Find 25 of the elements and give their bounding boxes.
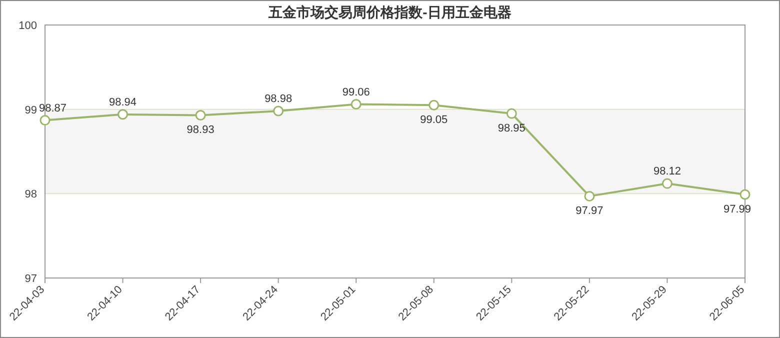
data-label: 98.93 [186, 124, 214, 136]
data-label: 98.94 [109, 96, 137, 108]
point [584, 190, 595, 202]
point [662, 178, 672, 189]
point [195, 110, 206, 120]
data-label: 98.95 [498, 122, 526, 135]
point [428, 100, 440, 110]
data-label: 97.99 [723, 204, 751, 216]
y-tick-label: 100 [18, 20, 37, 32]
point [740, 189, 750, 200]
y-tick-label: 97 [24, 273, 37, 285]
data-label: 99.06 [342, 86, 370, 98]
point [273, 106, 284, 116]
y-tick-label: 98 [24, 188, 37, 201]
y-tick-label: 99 [24, 104, 37, 116]
chart-title: 五金市场交易周价格指数-日用五金电器 [268, 4, 512, 20]
data-label: 99.05 [420, 114, 448, 126]
data-label: 98.87 [39, 102, 67, 114]
point [118, 109, 128, 120]
point [350, 99, 362, 110]
data-label: 97.97 [576, 205, 604, 218]
point [40, 115, 50, 126]
data-label: 98.12 [653, 166, 681, 178]
data-label: 98.98 [264, 93, 292, 106]
point [506, 108, 517, 119]
